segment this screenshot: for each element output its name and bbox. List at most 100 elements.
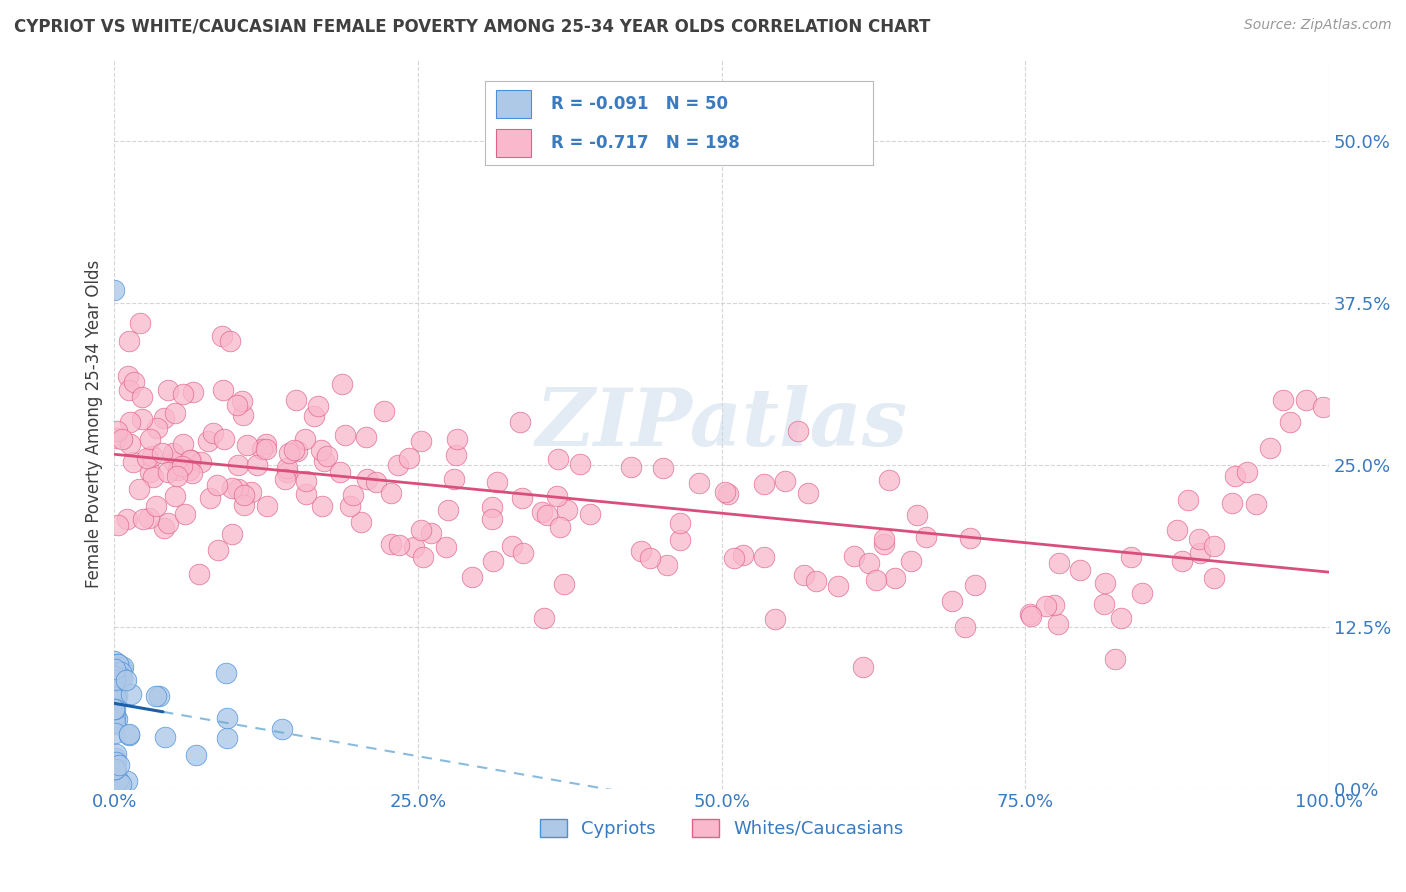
Point xyxy=(166,469,188,483)
Point xyxy=(145,500,167,514)
Point xyxy=(118,437,141,451)
Point xyxy=(398,451,420,466)
Point xyxy=(1069,564,1091,578)
Point xyxy=(103,283,125,297)
Point xyxy=(180,453,202,467)
Point xyxy=(1312,401,1334,415)
Point xyxy=(350,515,373,529)
Point xyxy=(283,443,305,458)
Point xyxy=(122,455,145,469)
Point xyxy=(311,500,333,514)
Point xyxy=(915,530,938,544)
Point xyxy=(638,551,661,566)
Point xyxy=(733,548,755,562)
Point xyxy=(104,689,127,703)
Point xyxy=(1109,611,1132,625)
Point xyxy=(437,502,460,516)
Point xyxy=(231,394,253,409)
Point xyxy=(112,660,135,674)
Point xyxy=(510,491,533,505)
Point xyxy=(118,727,141,741)
Point xyxy=(105,424,128,438)
Point xyxy=(107,673,129,688)
Point xyxy=(103,669,125,683)
Point xyxy=(481,500,503,514)
Point xyxy=(184,747,207,762)
Point xyxy=(236,438,259,452)
Point xyxy=(221,527,243,541)
Point xyxy=(104,762,127,776)
Point xyxy=(104,673,127,687)
Point xyxy=(254,442,277,456)
Point xyxy=(146,421,169,435)
Point xyxy=(108,757,131,772)
Point xyxy=(550,519,572,533)
Point xyxy=(240,485,263,500)
Point xyxy=(342,488,364,502)
Point xyxy=(1225,469,1247,483)
Point xyxy=(655,558,678,573)
Point xyxy=(546,490,568,504)
Point xyxy=(873,537,896,551)
Point xyxy=(104,665,127,680)
Legend: Cypriots, Whites/Caucasians: Cypriots, Whites/Caucasians xyxy=(533,812,911,845)
Point xyxy=(215,665,238,680)
Point xyxy=(717,487,740,501)
Point xyxy=(713,484,735,499)
Point xyxy=(162,446,184,460)
Point xyxy=(103,702,125,716)
Point xyxy=(763,612,786,626)
Point xyxy=(173,507,195,521)
Point xyxy=(122,375,145,389)
Point xyxy=(131,390,153,404)
Point xyxy=(276,465,298,479)
Point xyxy=(104,726,127,740)
Point xyxy=(1177,492,1199,507)
Text: ZIPatlas: ZIPatlas xyxy=(536,385,908,463)
Point xyxy=(446,432,468,446)
Point xyxy=(115,673,138,687)
Point xyxy=(329,465,352,479)
Point xyxy=(148,689,170,703)
Point xyxy=(444,448,467,462)
Point xyxy=(387,458,409,472)
Point xyxy=(569,457,592,471)
Point xyxy=(110,777,132,791)
Point xyxy=(752,550,775,565)
Point xyxy=(105,712,128,726)
Point xyxy=(443,472,465,486)
Point xyxy=(233,488,256,502)
Point xyxy=(179,453,201,467)
Point xyxy=(165,407,187,421)
Point xyxy=(905,508,928,522)
Point xyxy=(409,523,432,537)
Point xyxy=(225,398,247,412)
Point xyxy=(364,475,387,489)
Point xyxy=(312,454,335,468)
Point xyxy=(1047,556,1070,570)
Point xyxy=(181,385,204,400)
Point xyxy=(226,458,249,473)
Point xyxy=(1258,441,1281,455)
Point xyxy=(246,458,269,472)
Point xyxy=(110,665,132,679)
Point xyxy=(501,539,523,553)
Point xyxy=(132,511,155,525)
Point xyxy=(104,747,127,762)
Point xyxy=(104,689,127,703)
Point xyxy=(620,460,643,475)
Point xyxy=(103,709,125,723)
Point xyxy=(1104,652,1126,666)
Point xyxy=(858,556,880,570)
Point xyxy=(434,541,457,555)
Point xyxy=(651,460,673,475)
Point xyxy=(1188,546,1211,560)
Point xyxy=(688,475,710,490)
Point xyxy=(131,412,153,426)
Point xyxy=(104,662,127,676)
Point xyxy=(167,463,190,477)
Point xyxy=(232,409,254,423)
Point xyxy=(107,657,129,671)
Point xyxy=(1092,597,1115,611)
Point xyxy=(509,415,531,429)
